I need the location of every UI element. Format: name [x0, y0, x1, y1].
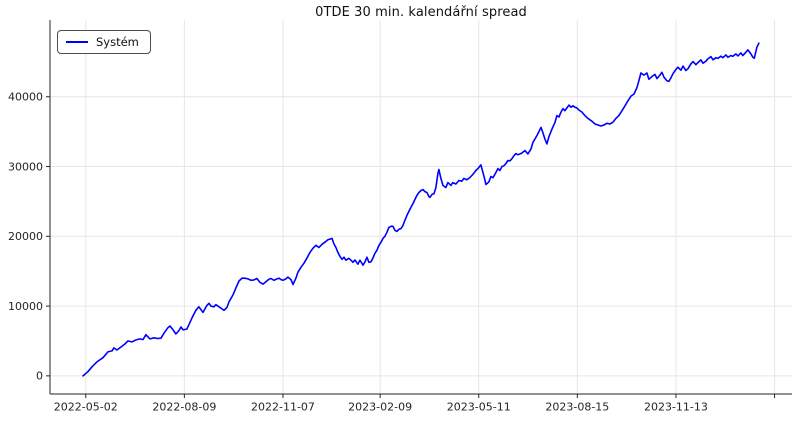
- legend-line-swatch: [66, 41, 88, 43]
- legend-label: Systém: [96, 35, 139, 49]
- y-tick-label: 10000: [8, 300, 43, 313]
- chart-title: 0TDE 30 min. kalendářní spread: [315, 5, 527, 20]
- y-tick-label: 0: [36, 370, 43, 383]
- series-line: [82, 42, 760, 377]
- y-tick-label: 30000: [8, 160, 43, 173]
- x-tick-label: 2023-02-09: [348, 401, 412, 414]
- y-tick-label: 20000: [8, 230, 43, 243]
- x-tick-label: 2022-11-07: [251, 401, 315, 414]
- legend: Systém: [57, 30, 151, 54]
- axes: [46, 20, 792, 398]
- equity-line: [82, 42, 760, 377]
- y-tick-label: 40000: [8, 91, 43, 104]
- x-tick-label: 2022-08-09: [152, 401, 216, 414]
- x-tick-label: 2022-05-02: [54, 401, 118, 414]
- x-tick-label: 2023-08-15: [545, 401, 609, 414]
- tick-labels: 2022-05-02 2022-08-09 2022-11-07 2023-02-09…: [8, 91, 708, 414]
- x-tick-label: 2023-11-13: [644, 401, 708, 414]
- gridlines: [50, 20, 792, 394]
- x-tick-label: 2023-05-11: [447, 401, 511, 414]
